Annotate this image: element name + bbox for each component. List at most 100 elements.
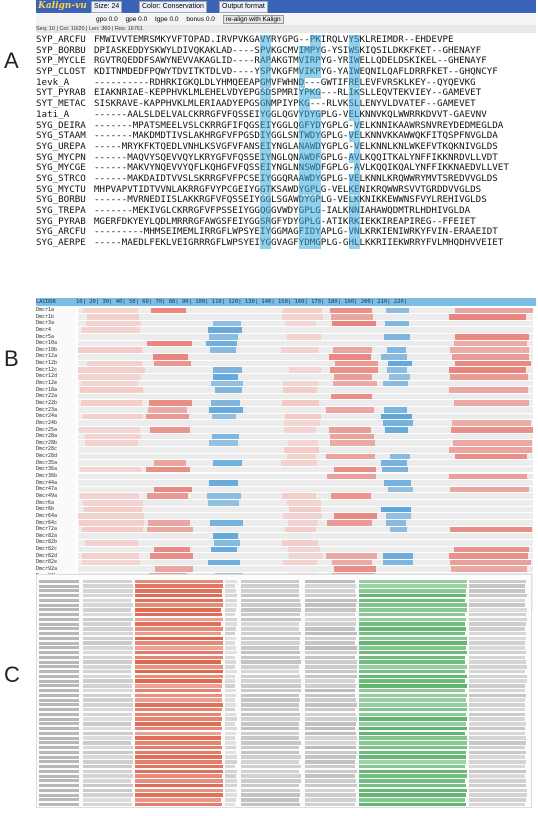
conserved-residue-highlight <box>354 163 360 175</box>
overview-block <box>225 669 237 674</box>
conserved-residue-highlight <box>315 152 322 164</box>
conserved-residue-highlight <box>348 109 355 121</box>
overview-block <box>135 636 223 641</box>
conserved-residue-highlight <box>260 206 266 217</box>
overview-row-name <box>39 603 79 607</box>
panel-b-sequence-name: Dmcr12e <box>36 380 76 387</box>
panel-a-alignment-viewer: Kalign-vu Size: 24 Color: Conservation O… <box>36 0 536 290</box>
overview-block <box>225 631 235 636</box>
overview-block <box>359 655 465 660</box>
overview-block <box>305 717 357 721</box>
overview-block <box>469 603 525 607</box>
panel-b-row: Dmcr28c <box>36 446 536 454</box>
conservation-block <box>214 539 240 546</box>
conserved-residue-highlight <box>260 56 266 68</box>
sequence-name: SYP_BORBU <box>36 45 86 56</box>
overview-block <box>225 593 237 598</box>
color-select[interactable]: Color: Conservation <box>139 1 207 13</box>
overview-block <box>83 726 131 731</box>
overview-block <box>241 722 299 726</box>
overview-block <box>225 798 236 802</box>
overview-block <box>83 589 133 593</box>
conservation-block <box>209 480 238 486</box>
panel-b-sequence-name: Dmcr3a <box>36 320 76 327</box>
overview-block <box>135 631 221 636</box>
overview-block <box>469 798 526 802</box>
conserved-residue-highlight <box>354 227 360 239</box>
overview-block <box>135 589 222 593</box>
conservation-block <box>78 373 141 380</box>
overview-row <box>37 684 531 689</box>
size-select[interactable]: Size: 24 <box>91 1 123 13</box>
overview-block <box>83 579 132 584</box>
panel-b-row: Dmcr12d <box>36 373 536 381</box>
overview-block <box>83 603 133 607</box>
overview-block <box>241 741 301 745</box>
overview-row <box>37 674 531 679</box>
conservation-block <box>454 400 529 407</box>
overview-block <box>135 764 223 769</box>
overview-block <box>241 593 299 598</box>
residue-band <box>78 373 533 380</box>
conservation-block <box>452 420 531 426</box>
conservation-block <box>449 314 526 320</box>
gpe-field[interactable]: gpe 0.0 <box>125 16 148 23</box>
conservation-block <box>78 367 145 373</box>
panel-b-row: Dmcr72a <box>36 526 536 533</box>
conservation-block <box>78 347 142 353</box>
overview-row-name <box>39 798 79 802</box>
overview-block <box>305 665 357 669</box>
bonus-field[interactable]: bonus 0.0 <box>186 16 215 23</box>
overview-row <box>37 688 531 693</box>
conserved-residue-highlight <box>298 99 305 110</box>
overview-block <box>469 802 525 807</box>
conservation-block <box>381 353 407 360</box>
conserved-residue-highlight <box>315 35 322 46</box>
tgpe-field[interactable]: tgpe 0.0 <box>155 16 179 23</box>
overview-row-name <box>39 617 79 621</box>
overview-block <box>241 612 300 617</box>
overview-block <box>135 798 221 802</box>
conserved-residue-highlight <box>265 195 272 207</box>
overview-block <box>469 674 527 679</box>
conserved-residue-highlight <box>310 174 316 185</box>
gpo-field[interactable]: gpo 0.0 <box>96 16 118 23</box>
conservation-block <box>283 513 322 519</box>
conservation-block <box>213 373 238 380</box>
panel-b-sequence-name: Dmcr92a <box>36 565 76 573</box>
overview-block <box>469 641 525 645</box>
overview-block <box>241 755 301 759</box>
alignment-row: SYT_METAC SISKRAVE-KAPPHVKLMLERIAADYEPGSG… <box>36 99 536 110</box>
conserved-residue-highlight <box>265 238 272 249</box>
overview-row-name <box>39 708 79 712</box>
output-format-select[interactable]: Output format <box>219 1 268 13</box>
overview-block <box>359 589 466 593</box>
realign-button[interactable]: re-align with Kalign <box>222 15 284 24</box>
conservation-block <box>147 340 192 347</box>
overview-block <box>225 764 235 769</box>
conservation-block <box>331 393 372 400</box>
overview-row-name <box>39 717 79 721</box>
overview-block <box>469 703 525 707</box>
overview-block <box>241 679 301 683</box>
residue-band <box>78 353 533 360</box>
conservation-block <box>331 314 373 320</box>
conserved-residue-highlight <box>265 131 272 142</box>
conservation-block <box>281 460 317 466</box>
sequence-residues: -------MEKIVGLCKRRGFVFPSSEIYGGQGGVWDYGPL… <box>94 206 471 216</box>
conservation-block <box>215 387 242 393</box>
conserved-residue-highlight <box>298 227 305 239</box>
overview-block <box>305 688 355 693</box>
overview-block <box>469 608 527 612</box>
overview-block <box>305 722 356 726</box>
panel-b-sequence-name: Dmcr82c <box>36 546 76 553</box>
conserved-residue-highlight <box>304 216 311 228</box>
panel-b-sequence-name: Dmcr1b <box>36 313 76 321</box>
overview-block <box>225 684 235 688</box>
conserved-residue-highlight <box>260 152 266 164</box>
overview-block <box>469 760 526 764</box>
panel-b-row: Dmcr23a <box>36 406 536 414</box>
panel-b-alignment: LACDDR 10| 20| 30| 40| 50| 60| 70| 80| 90… <box>36 298 536 613</box>
overview-block <box>225 608 236 612</box>
overview-block <box>83 769 132 774</box>
